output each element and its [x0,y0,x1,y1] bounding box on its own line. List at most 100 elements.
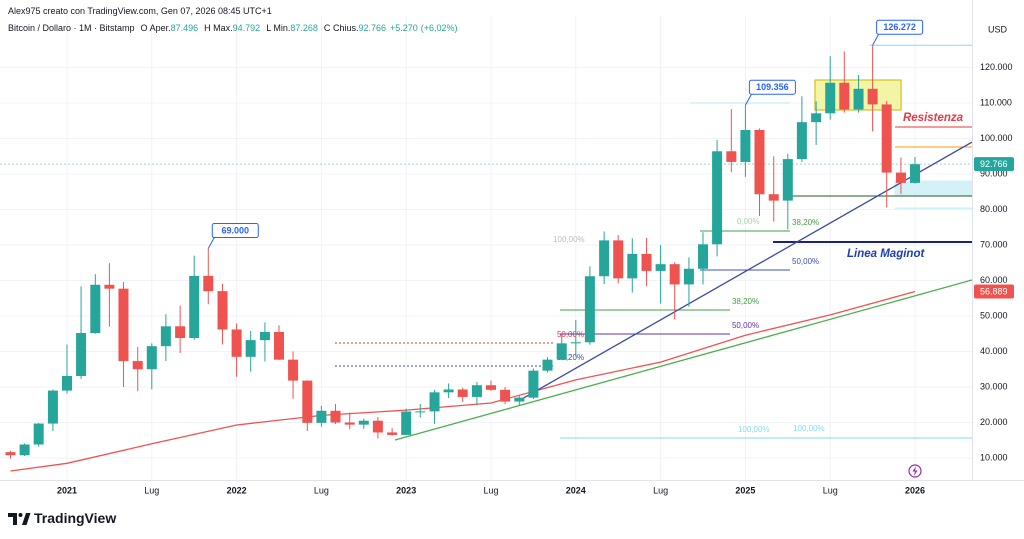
logo[interactable]: TradingView [8,510,116,526]
fib-label: 100,00% [738,425,770,434]
callout-pointer [744,94,752,106]
y-tick-label: 120.000 [980,62,1013,72]
ohlc-label: Max. [213,23,233,33]
candle-body [853,88,864,110]
candle-body [259,331,270,341]
y-tick-label: 60.000 [980,275,1008,285]
symbol-legend: Bitcoin / Dollaro · 1M · Bitstamp O Aper.… [8,20,458,37]
price-tag-label: 92.766 [980,159,1008,169]
annotation: Linea Maginot [847,248,925,260]
candle-body [429,392,440,412]
x-tick-label: 2021 [57,485,77,495]
candle-body [387,432,398,435]
candle-body [401,411,412,435]
callout-label: 126.272 [883,22,916,32]
candle-body [811,113,822,123]
candle-body [19,444,30,456]
x-tick-label: 2022 [227,485,247,495]
y-tick-label: 50.000 [980,310,1008,320]
candle-body [910,164,921,183]
x-tick-label: Lug [314,485,329,495]
callout-label: 109.356 [756,82,789,92]
logo-mark[interactable] [8,513,17,525]
candle-body [584,276,595,343]
ohlc-value: 87.496 [170,23,199,33]
candle-body [217,291,228,330]
y-tick-label: 80.000 [980,204,1008,214]
candle-body [132,361,143,370]
candle-body [627,253,638,279]
candle-body [528,370,539,398]
candle-body [599,240,610,277]
candle-body [782,159,793,201]
price-tag [974,284,1014,299]
x-tick-label: 2024 [566,485,586,495]
candle-body [613,240,624,279]
x-tick-label: Lug [144,485,159,495]
ohlc-key: L [266,23,271,33]
logo-text[interactable]: TradingView [34,510,116,526]
candle-body [712,151,723,245]
y-tick-label: 20.000 [980,417,1008,427]
x-tick-label: 2025 [735,485,755,495]
candle-body [76,333,87,376]
callout-box [211,223,259,239]
level-label: 50,00% [792,257,819,266]
alert-icon[interactable] [908,464,922,478]
candle-body [231,329,242,357]
candle-body [796,122,807,160]
candle-body [47,390,58,424]
logo-dot[interactable] [18,513,23,517]
level-label: 50,00% [557,330,584,339]
alert-circle[interactable] [908,464,922,478]
candle-body [683,268,694,285]
candle-body [542,359,553,371]
candle-body [655,264,666,271]
zone [894,180,972,197]
x-tick-label: Lug [483,485,498,495]
x-tick-label: 2026 [905,485,925,495]
x-tick-label: 2023 [396,485,416,495]
candle-body [358,420,369,425]
overlay-line [519,141,972,401]
candle-body [895,172,906,183]
symbol: Bitcoin / Dollaro · 1M · Bitstamp [8,23,135,33]
ohlc-value: 87.268 [290,23,318,33]
ohlc-label: Min. [273,23,291,33]
level-label: 38,20% [557,353,584,362]
candle-body [443,389,454,393]
candle-body [570,342,581,344]
callout-pointer [207,237,215,249]
level-label: 38,20% [732,297,759,306]
candle-body [698,244,709,269]
candle-body [415,411,426,413]
candle-body [726,151,737,162]
y-tick-label: 100.000 [980,133,1013,143]
alert-bolt[interactable] [912,466,918,476]
level-label: 50,00% [732,321,759,330]
axis-unit: USD [988,24,1008,34]
candle-body [5,452,16,456]
x-tick-label: Lug [823,485,838,495]
candle-body [61,375,72,391]
ohlc-label: Aper. [149,23,171,33]
ohlc-value: 92.766 [358,23,386,33]
ohlc-key: H [204,23,211,33]
candle-body [556,343,567,360]
candle-body [203,275,214,292]
candle-body [514,397,525,402]
candle-body [867,88,878,105]
candle-body [754,129,765,195]
logo-slash[interactable] [22,513,31,525]
candle-body [372,420,383,433]
candle-body [146,346,157,370]
ohlc-key: O [140,23,148,33]
candle-body [669,264,680,285]
candle-body [288,359,299,381]
candle-body [90,284,101,334]
candle-body [316,410,327,423]
change-pct: (+6,02%) [420,23,458,33]
fib-label: 100,00% [793,424,825,433]
candle-body [175,326,186,339]
